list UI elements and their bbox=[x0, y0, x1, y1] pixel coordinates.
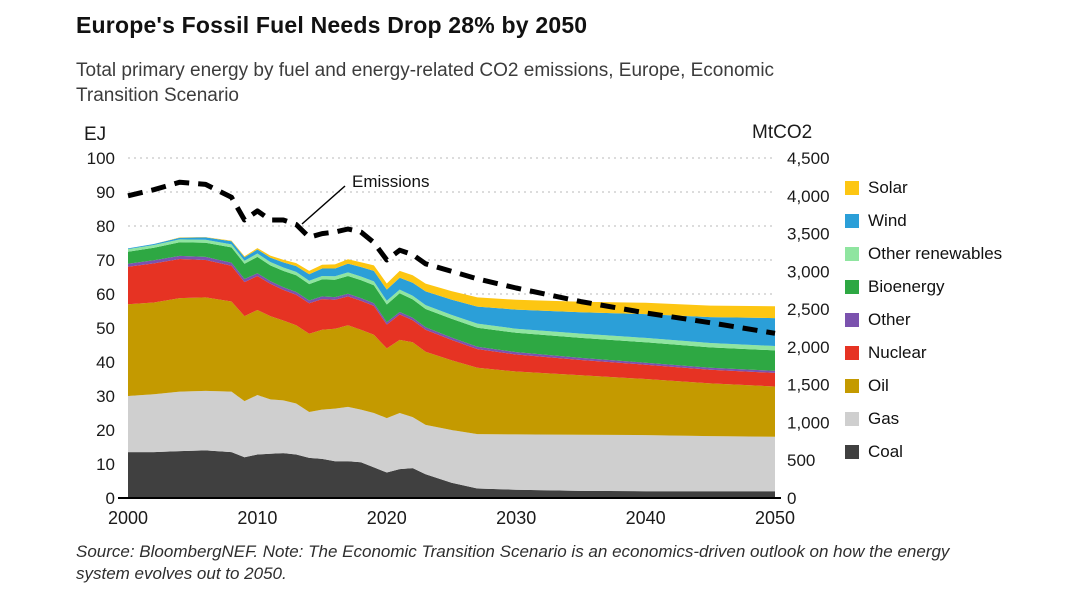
svg-text:80: 80 bbox=[96, 217, 115, 236]
legend-swatch-nuclear bbox=[845, 346, 859, 360]
chart-subtitle: Total primary energy by fuel and energy-… bbox=[76, 60, 775, 107]
legend-item-bioenergy: Bioenergy bbox=[845, 277, 1002, 297]
svg-text:0: 0 bbox=[787, 489, 796, 508]
emissions-annotation-label: Emissions bbox=[352, 172, 430, 191]
stacked-area-chart: 010203040506070809010005001,0001,5002,00… bbox=[87, 149, 830, 528]
svg-text:2050: 2050 bbox=[755, 508, 795, 528]
svg-text:1,000: 1,000 bbox=[787, 413, 830, 432]
legend-item-wind: Wind bbox=[845, 211, 1002, 231]
legend-label-coal: Coal bbox=[868, 442, 903, 461]
legend-swatch-coal bbox=[845, 445, 859, 459]
svg-text:2040: 2040 bbox=[626, 508, 666, 528]
svg-text:2,500: 2,500 bbox=[787, 300, 830, 319]
legend-item-other: Other bbox=[845, 310, 1002, 330]
legend-swatch-other bbox=[845, 313, 859, 327]
legend-item-nuclear: Nuclear bbox=[845, 343, 1002, 363]
legend-swatch-gas bbox=[845, 412, 859, 426]
legend-swatch-other-renewables bbox=[845, 247, 859, 261]
legend-label-oil: Oil bbox=[868, 376, 889, 395]
svg-text:3,000: 3,000 bbox=[787, 262, 830, 281]
legend-label-other: Other bbox=[868, 310, 911, 329]
svg-text:4,500: 4,500 bbox=[787, 149, 830, 168]
legend-item-gas: Gas bbox=[845, 409, 1002, 429]
svg-text:500: 500 bbox=[787, 451, 815, 470]
legend-label-nuclear: Nuclear bbox=[868, 343, 927, 362]
legend-swatch-bioenergy bbox=[845, 280, 859, 294]
svg-text:2020: 2020 bbox=[367, 508, 407, 528]
legend-item-oil: Oil bbox=[845, 376, 1002, 396]
legend-item-coal: Coal bbox=[845, 442, 1002, 462]
svg-text:20: 20 bbox=[96, 421, 115, 440]
legend-label-wind: Wind bbox=[868, 211, 907, 230]
legend-swatch-wind bbox=[845, 214, 859, 228]
svg-text:2,000: 2,000 bbox=[787, 338, 830, 357]
svg-text:30: 30 bbox=[96, 387, 115, 406]
left-axis-unit-label: EJ bbox=[84, 124, 107, 145]
legend-swatch-solar bbox=[845, 181, 859, 195]
svg-text:70: 70 bbox=[96, 251, 115, 270]
chart-title: Europe's Fossil Fuel Needs Drop 28% by 2… bbox=[76, 12, 588, 38]
svg-text:10: 10 bbox=[96, 455, 115, 474]
svg-text:50: 50 bbox=[96, 319, 115, 338]
svg-text:90: 90 bbox=[96, 183, 115, 202]
legend: Solar Wind Other renewables Bioenergy Other N… bbox=[845, 178, 1002, 475]
svg-text:1,500: 1,500 bbox=[787, 376, 830, 395]
svg-text:4,000: 4,000 bbox=[787, 187, 830, 206]
svg-text:60: 60 bbox=[96, 285, 115, 304]
legend-label-other-renewables: Other renewables bbox=[868, 244, 1003, 263]
svg-text:3,500: 3,500 bbox=[787, 225, 830, 244]
svg-text:2010: 2010 bbox=[237, 508, 277, 528]
legend-item-other-renewables: Other renewables bbox=[845, 244, 1002, 264]
right-axis-unit-label: MtCO2 bbox=[752, 122, 813, 143]
legend-label-bioenergy: Bioenergy bbox=[868, 277, 945, 296]
legend-swatch-oil bbox=[845, 379, 859, 393]
svg-text:2030: 2030 bbox=[496, 508, 536, 528]
svg-text:0: 0 bbox=[106, 489, 115, 508]
legend-label-gas: Gas bbox=[868, 409, 900, 428]
svg-text:100: 100 bbox=[87, 149, 115, 168]
source-note: Source: BloombergNEF. Note: The Economic… bbox=[76, 542, 950, 584]
legend-label-solar: Solar bbox=[868, 178, 908, 197]
svg-text:40: 40 bbox=[96, 353, 115, 372]
svg-text:2000: 2000 bbox=[108, 508, 148, 528]
legend-item-solar: Solar bbox=[845, 178, 1002, 198]
